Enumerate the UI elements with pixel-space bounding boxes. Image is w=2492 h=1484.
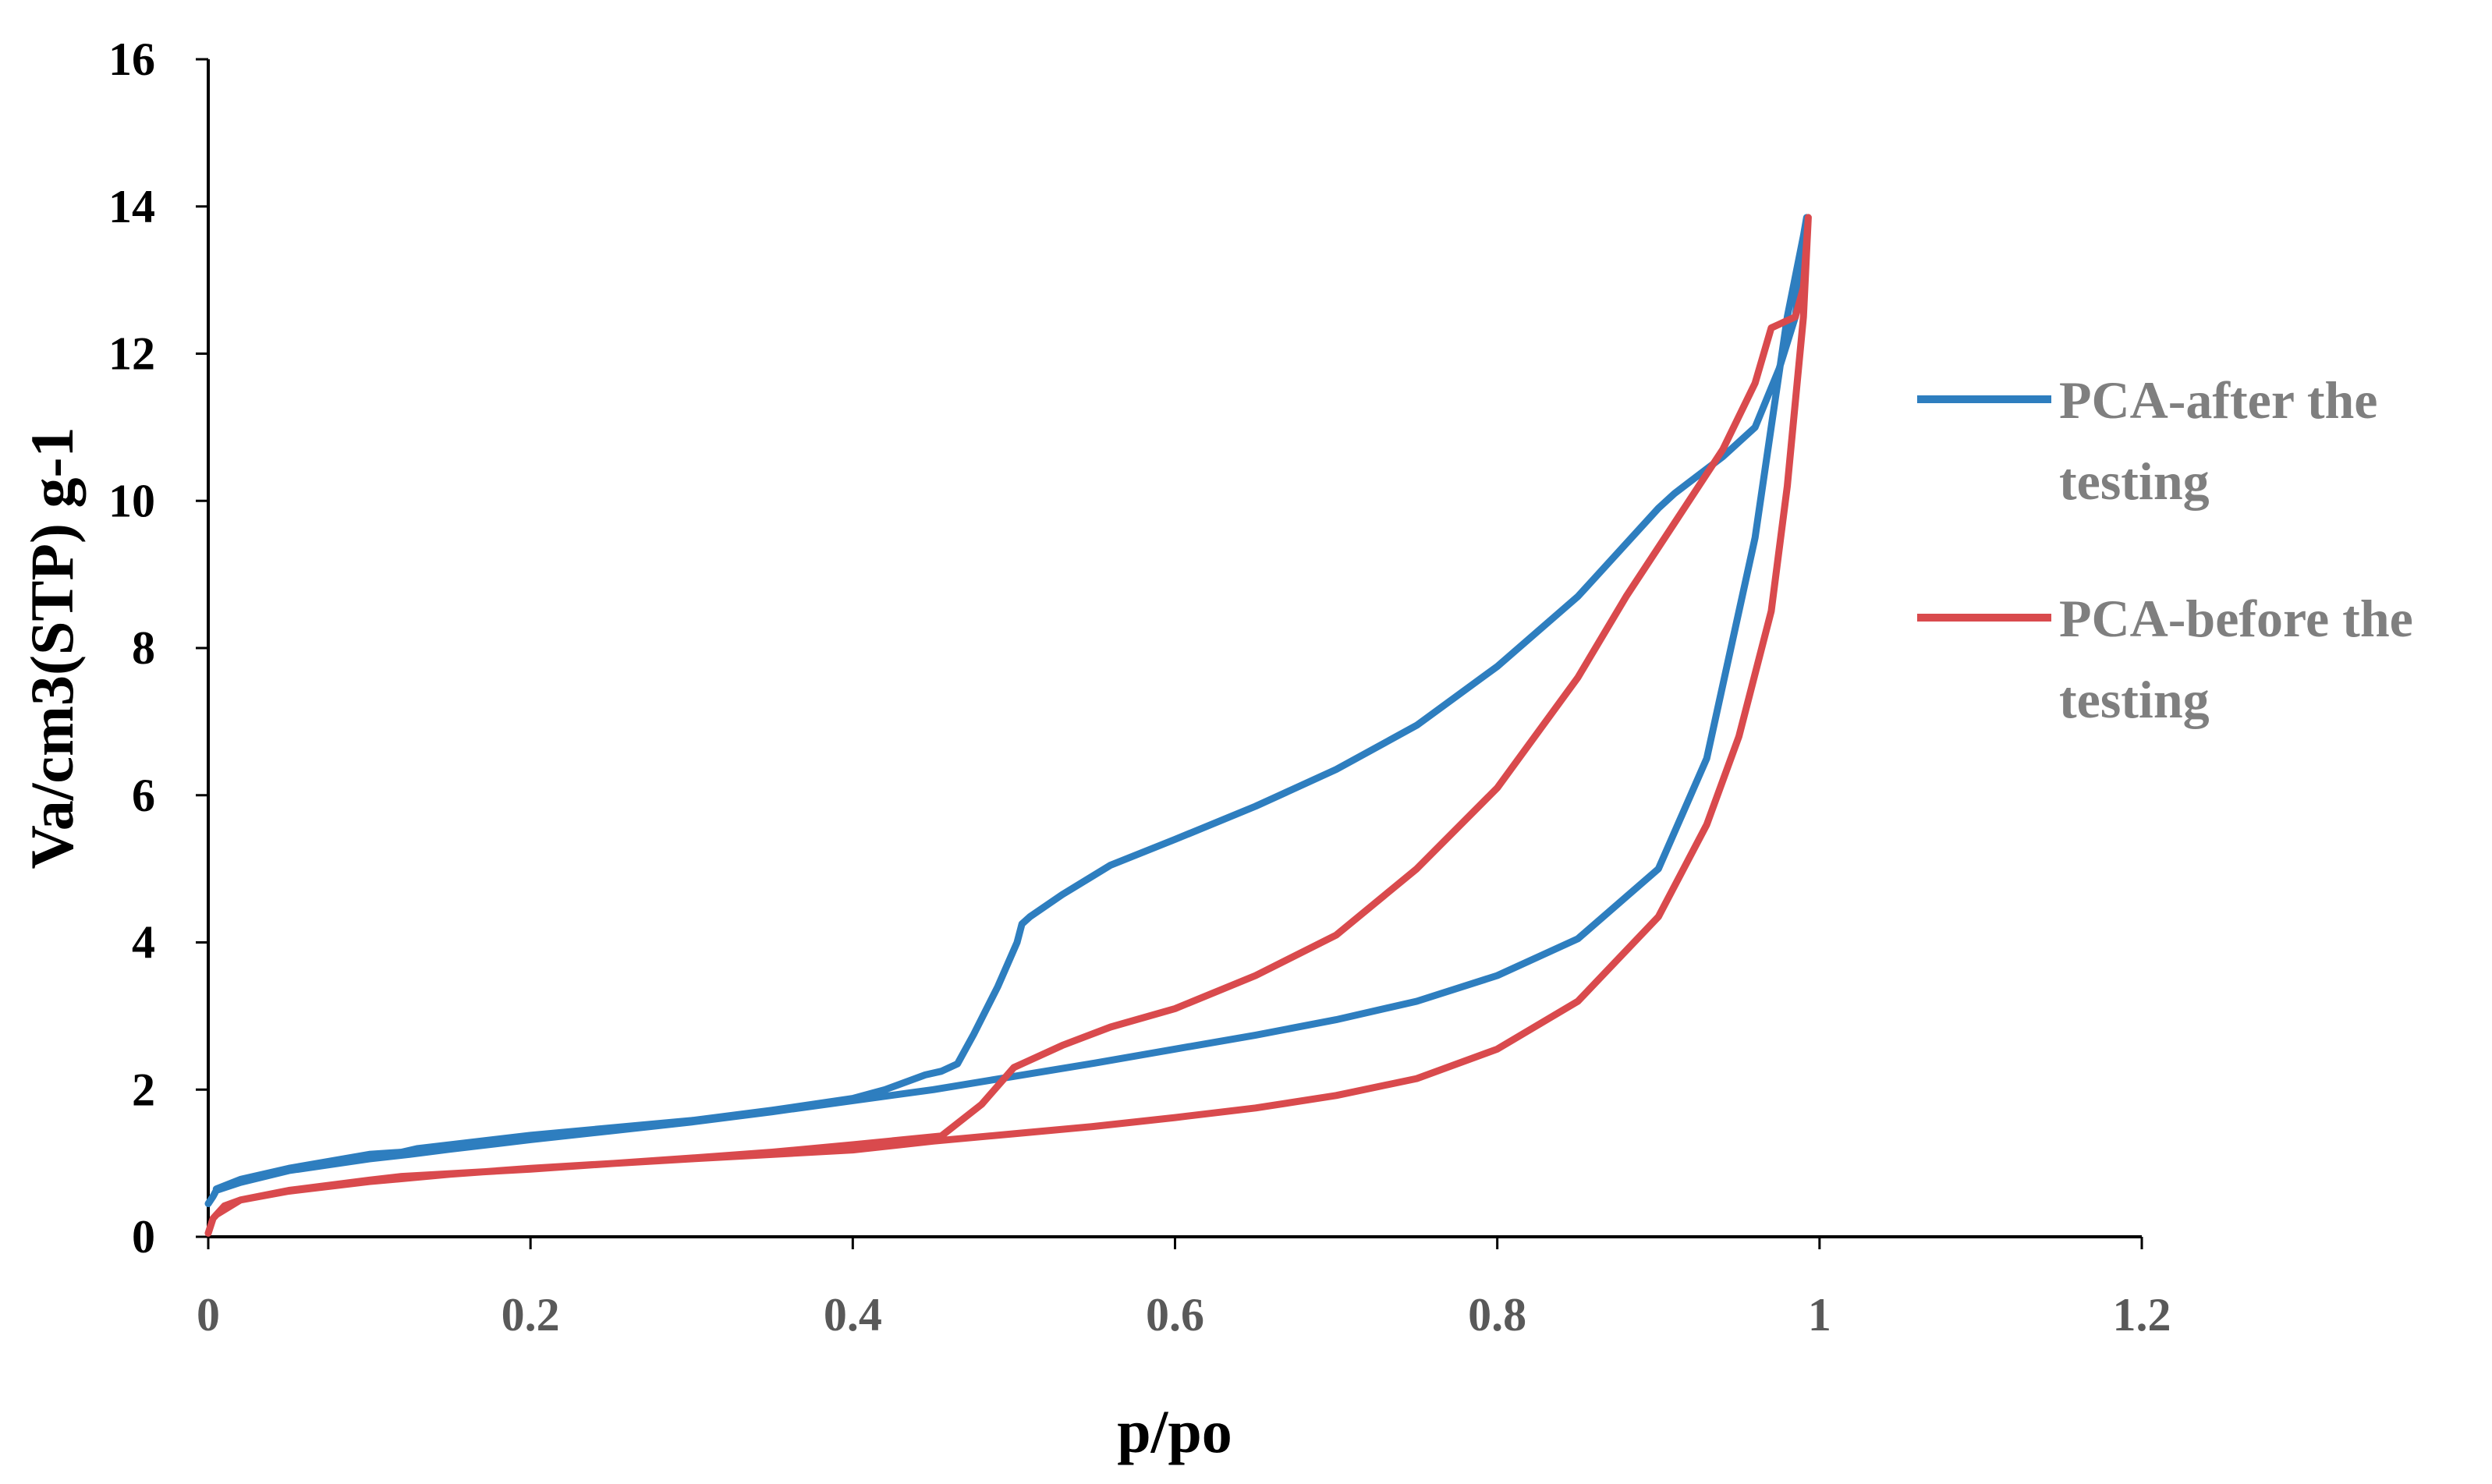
legend: PCA-after the testing PCA-before the testin… [1917,370,2413,729]
y-ticks: 0 2 4 6 8 10 12 14 16 [108,34,208,1263]
series-line-2 [204,214,1812,1237]
x-tick-label: 0.6 [1146,1289,1204,1341]
legend-label-2: PCA-before the [2059,589,2413,648]
axes [207,59,2142,1238]
x-axis-title: p/po [1117,1397,1232,1465]
series-layer [204,214,1812,1237]
y-tick-label: 14 [108,181,155,232]
x-tick-label: 0.2 [502,1289,560,1341]
x-tick-label: 0.4 [824,1289,882,1341]
legend-label-2: testing [2059,670,2210,729]
y-tick-label: 0 [132,1211,155,1263]
legend-label-1: PCA-after the [2059,370,2377,430]
x-tick-label: 0.8 [1468,1289,1526,1341]
y-axis-title: Va/cm3(STP) g-1 [18,427,86,870]
series-line-1 [204,214,1810,1207]
y-tick-label: 12 [108,328,155,380]
y-tick-label: 4 [132,917,155,969]
x-tick-label: 1.2 [2113,1289,2171,1341]
legend-label-1: testing [2059,452,2210,511]
y-tick-label: 8 [132,622,155,674]
x-tick-label: 1 [1808,1289,1831,1341]
x-tick-label: 0 [197,1289,220,1341]
y-tick-label: 2 [132,1064,155,1115]
y-tick-label: 10 [108,475,155,526]
y-tick-label: 16 [108,34,155,85]
y-tick-label: 6 [132,770,155,821]
x-ticks: 0 0.2 0.4 0.6 0.8 1 1.2 [197,1237,2171,1341]
